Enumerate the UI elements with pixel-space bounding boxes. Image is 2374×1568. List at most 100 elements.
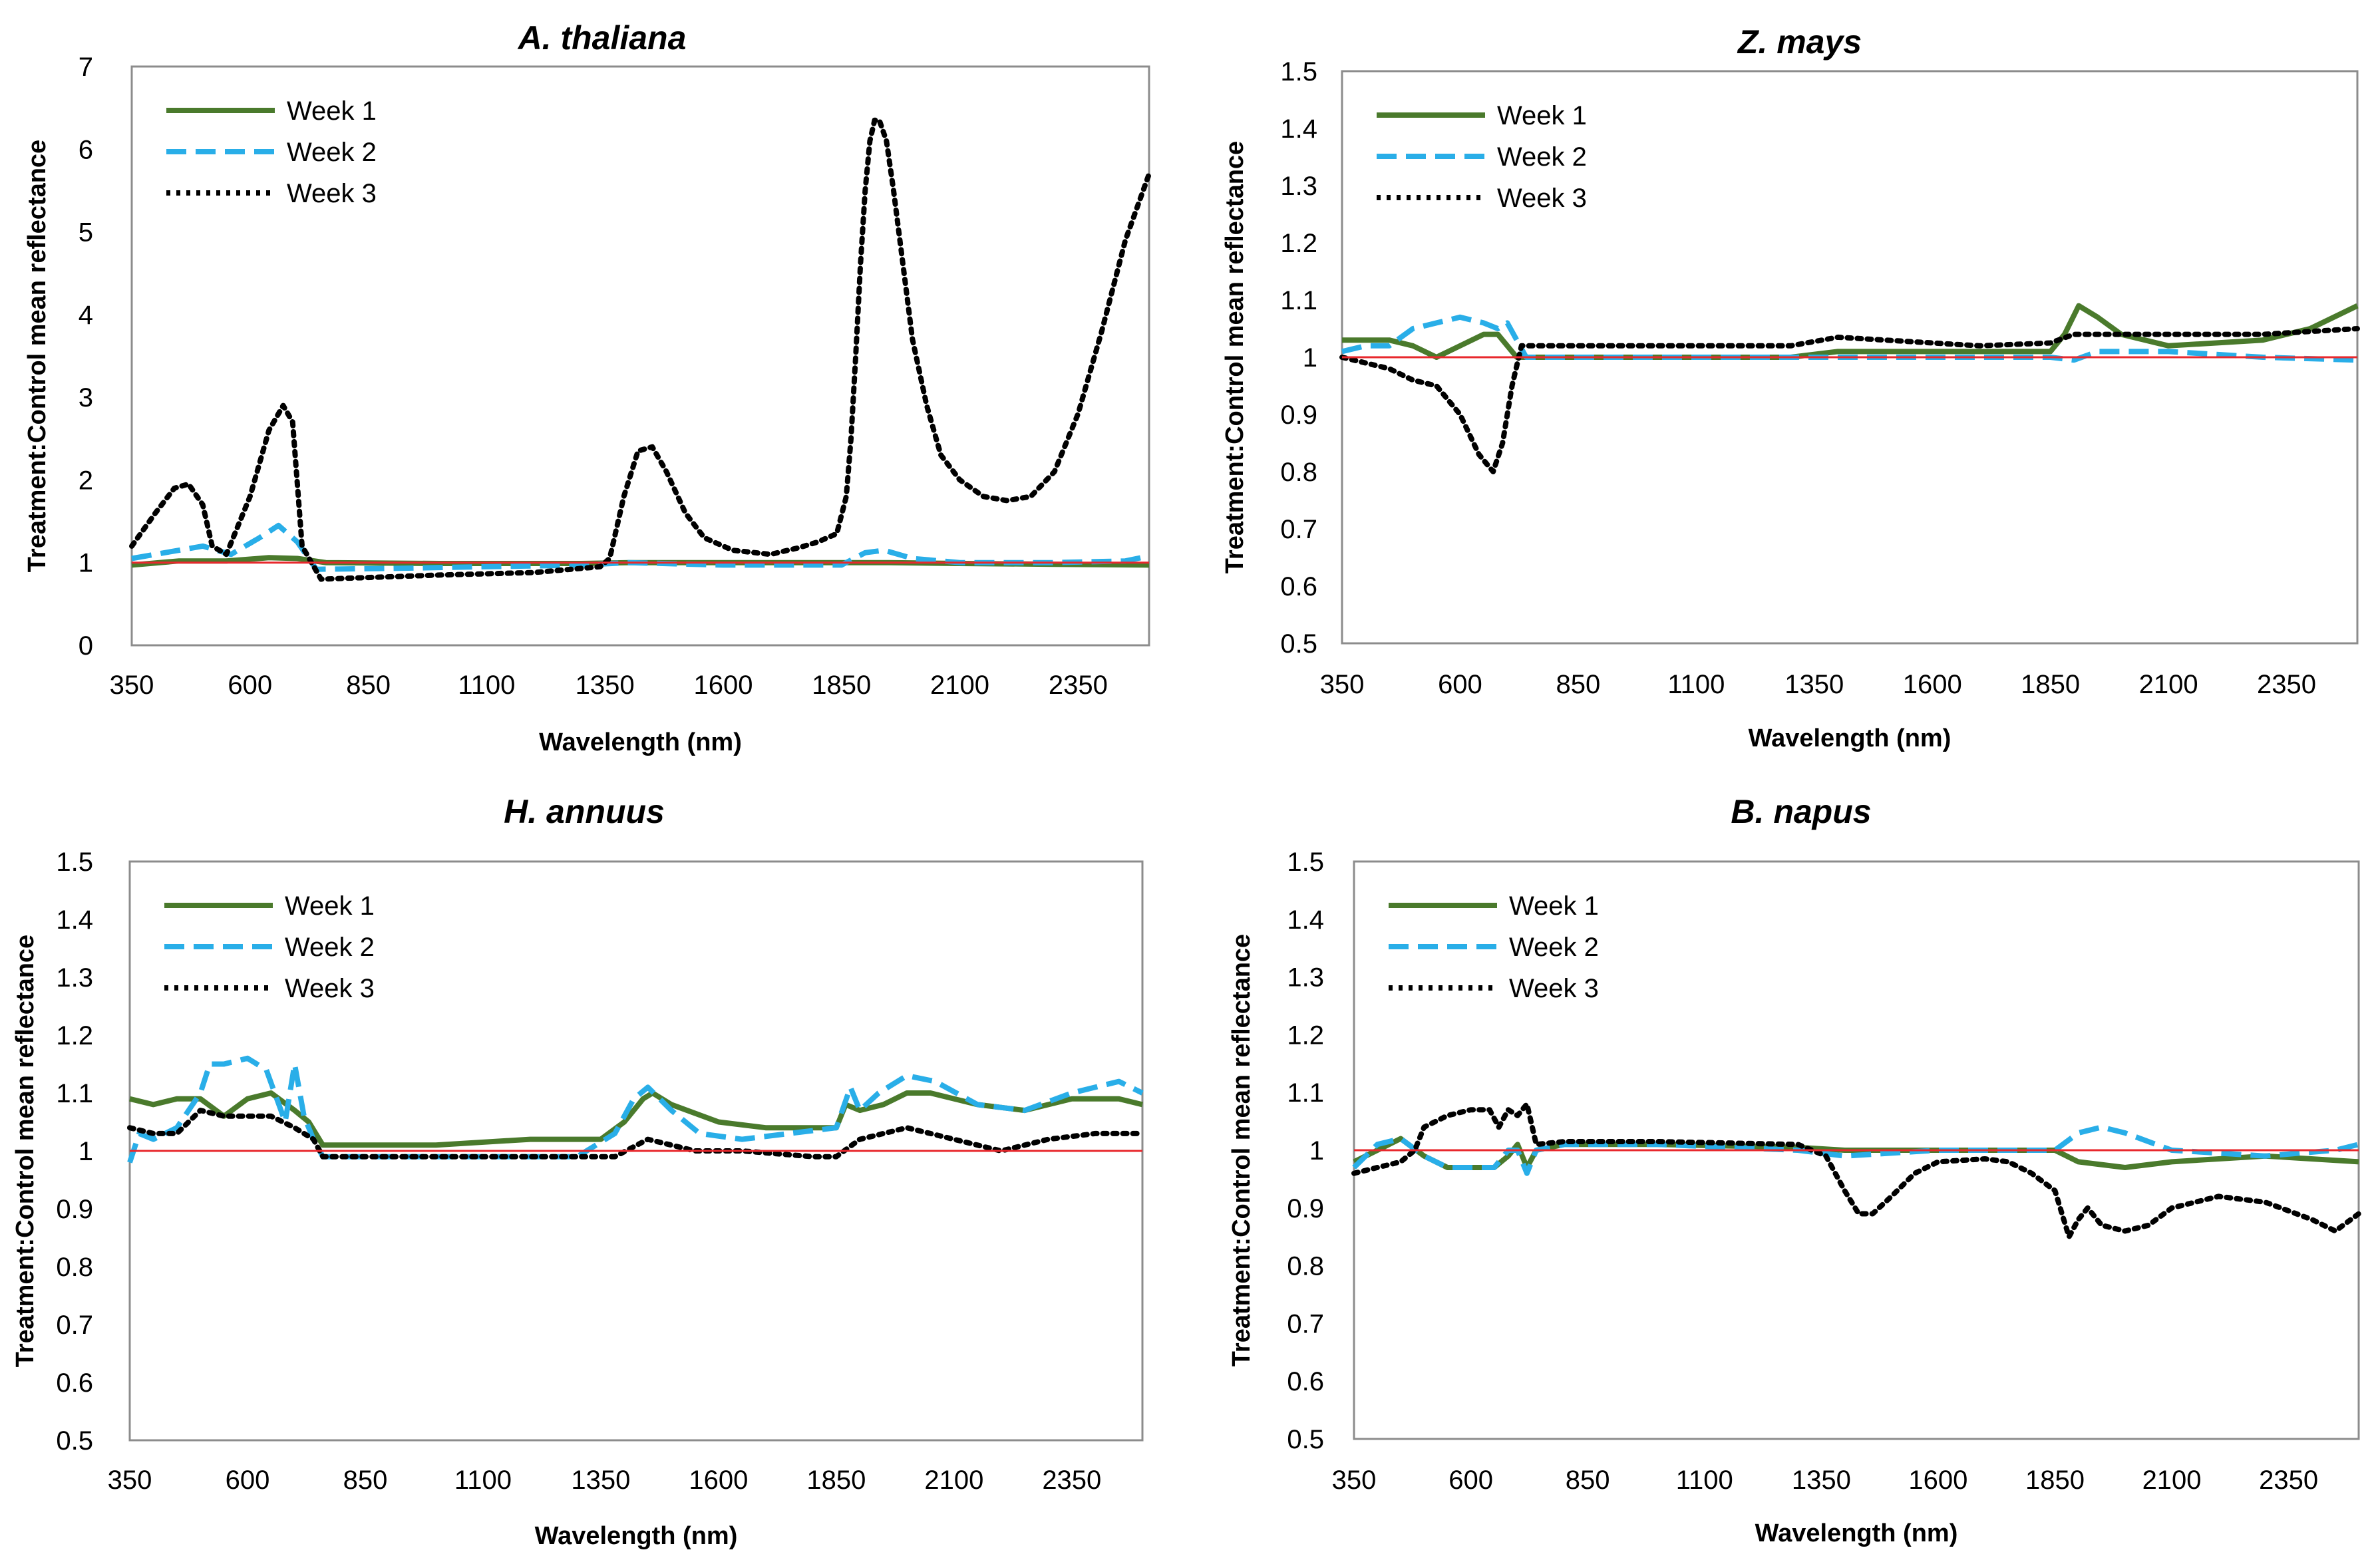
y-tick-label: 4 (79, 301, 93, 330)
y-tick-label: 1 (79, 549, 93, 578)
y-tick-label: 1 (1303, 343, 1317, 373)
y-tick-label: 0.7 (56, 1311, 93, 1340)
chart-title: H. annuus (504, 793, 665, 830)
y-tick-label: 1.3 (1280, 172, 1317, 201)
x-tick-label: 2100 (2142, 1466, 2202, 1495)
y-axis-label: Treatment:Control mean reflectance (1228, 934, 1256, 1366)
x-tick-label: 600 (1438, 670, 1482, 699)
x-tick-label: 850 (1566, 1466, 1610, 1495)
x-tick-label: 1600 (693, 671, 753, 700)
x-tick-label: 2100 (924, 1466, 983, 1495)
legend-label-week-3: Week 3 (1497, 184, 1587, 213)
y-tick-label: 7 (79, 53, 93, 82)
chart-panel-3: H. annuus 350 600 850 1100 1350 1600 1850 2100 23… (11, 793, 1145, 1550)
y-tick-label: 1 (79, 1137, 93, 1166)
y-tick-label: 1.5 (56, 848, 93, 877)
y-tick-label: 1.1 (56, 1079, 93, 1108)
x-tick-label: 850 (343, 1466, 388, 1495)
y-axis-label: Treatment:Control mean reflectance (11, 935, 39, 1367)
x-tick-label: 1100 (454, 1466, 512, 1495)
chart-title: A. thaliana (517, 19, 687, 57)
y-axis-label: Treatment:Control mean reflectance (23, 140, 51, 572)
chart-title: B. napus (1731, 793, 1871, 830)
y-tick-label: 2 (79, 466, 93, 495)
y-tick-label: 0.6 (56, 1368, 93, 1398)
y-tick-label: 1.4 (56, 905, 93, 935)
y-tick-label: 1.2 (1280, 229, 1317, 258)
x-tick-label: 2100 (930, 671, 989, 700)
x-tick-label: 1850 (2021, 670, 2080, 699)
y-tick-label: 0.7 (1287, 1309, 1324, 1338)
x-tick-label: 1350 (576, 671, 635, 700)
x-axis-label: Wavelength (nm) (535, 1522, 738, 1550)
x-axis-label: Wavelength (nm) (539, 728, 742, 756)
legend-label-week-1: Week 1 (1497, 101, 1587, 130)
y-tick-label: 1 (1309, 1136, 1324, 1166)
y-tick-label: 1.2 (56, 1021, 93, 1050)
series-line-week-3 (129, 117, 1152, 582)
y-tick-label: 0.8 (1287, 1252, 1324, 1281)
x-tick-label: 2100 (2139, 670, 2198, 699)
y-tick-label: 0.8 (56, 1253, 93, 1282)
x-tick-label: 1350 (1784, 670, 1844, 699)
legend-label-week-1: Week 1 (1509, 891, 1599, 921)
y-tick-label: 1.3 (1287, 963, 1324, 993)
series-line-week-1 (129, 1090, 1143, 1148)
x-tick-label: 1350 (1792, 1466, 1851, 1495)
x-tick-label: 2350 (1042, 1466, 1101, 1495)
series-line-week-2 (1352, 1124, 2359, 1176)
x-tick-label: 1850 (806, 1466, 866, 1495)
x-axis-label: Wavelength (nm) (1755, 1519, 1958, 1547)
series-line-week-3 (127, 1108, 1145, 1160)
y-tick-label: 1.1 (1287, 1078, 1324, 1108)
y-tick-label: 0.7 (1280, 515, 1317, 544)
x-tick-label: 850 (1556, 670, 1601, 699)
x-tick-label: 1600 (689, 1466, 748, 1495)
y-tick-label: 0.5 (56, 1426, 93, 1456)
x-tick-label: 2350 (2257, 670, 2316, 699)
series-line-week-2 (131, 522, 1150, 572)
x-tick-label: 1100 (1667, 670, 1725, 699)
x-tick-label: 1850 (2025, 1466, 2085, 1495)
y-tick-label: 1.5 (1280, 57, 1317, 86)
y-tick-label: 1.5 (1287, 848, 1324, 877)
y-tick-label: 6 (79, 135, 93, 164)
y-tick-label: 1.2 (1287, 1020, 1324, 1050)
legend-label-week-3: Week 3 (287, 179, 377, 208)
x-tick-label: 600 (226, 1466, 270, 1495)
x-tick-label: 600 (228, 671, 272, 700)
x-tick-label: 2350 (1049, 671, 1108, 700)
x-tick-label: 1600 (1908, 1466, 1967, 1495)
y-tick-label: 0.9 (1280, 400, 1317, 430)
x-tick-label: 350 (108, 1466, 152, 1495)
y-tick-label: 1.4 (1280, 114, 1317, 144)
y-tick-label: 1.3 (56, 963, 93, 993)
y-tick-label: 0.6 (1280, 572, 1317, 601)
y-tick-label: 0.5 (1280, 629, 1317, 659)
y-tick-label: 0.9 (1287, 1194, 1324, 1223)
y-tick-label: 0.5 (1287, 1425, 1324, 1454)
x-tick-label: 1600 (1903, 670, 1962, 699)
x-tick-label: 1850 (812, 671, 871, 700)
series-line-week-3 (1351, 1101, 2361, 1240)
x-tick-label: 1100 (458, 671, 515, 700)
y-tick-label: 3 (79, 383, 93, 412)
x-tick-label: 600 (1448, 1466, 1493, 1495)
legend-label-week-2: Week 2 (1497, 142, 1587, 172)
legend-label-week-2: Week 2 (285, 933, 375, 962)
chart-panel-2: Z. mays 350 600 850 1100 1350 1600 1850 2100 2350… (1221, 23, 2360, 752)
x-tick-label: 1350 (571, 1466, 630, 1495)
x-axis-label: Wavelength (nm) (1749, 724, 1951, 752)
x-tick-label: 2350 (2259, 1466, 2318, 1495)
legend-label-week-1: Week 1 (285, 891, 375, 921)
legend-label-week-1: Week 1 (287, 96, 377, 126)
x-tick-label: 350 (110, 671, 154, 700)
y-tick-label: 5 (79, 218, 93, 247)
x-tick-label: 850 (346, 671, 391, 700)
y-tick-label: 0.9 (56, 1195, 93, 1224)
y-tick-label: 0.6 (1287, 1367, 1324, 1396)
y-tick-label: 0.8 (1280, 458, 1317, 487)
chart-title: Z. mays (1737, 23, 1862, 61)
chart-panel-1: A. thaliana 350 600 850 1100 1350 1600 1850 2100… (23, 19, 1152, 756)
legend-label-week-2: Week 2 (1509, 933, 1599, 962)
